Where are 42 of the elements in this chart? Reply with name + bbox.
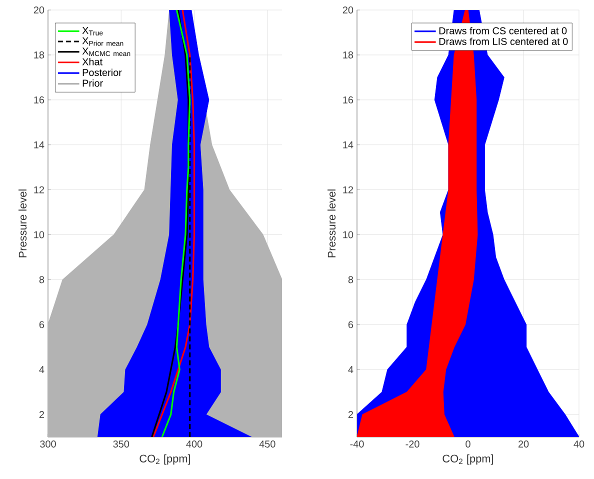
y-axis-title: Pressure level xyxy=(18,190,27,258)
y-tick-label: 10 xyxy=(34,231,44,238)
y-tick-label: 6 xyxy=(348,321,354,328)
y-tick-label: 4 xyxy=(39,366,44,374)
legend-label: $\mathrm{X}_{\mathrm{True}}$ xyxy=(82,26,103,36)
x-tick-label: -20 xyxy=(406,440,420,448)
line-series xyxy=(161,10,191,437)
legend-label: $\mathrm{X}_{\mathrm{Prior\ mean}}$ xyxy=(82,37,124,46)
legend-label: Xhat xyxy=(82,58,102,66)
legend-label: Posterior xyxy=(82,68,122,76)
legend-label: $\mathrm{X}_{\mathrm{MCMC\ mean}}$ xyxy=(82,48,130,56)
y-tick-label: 16 xyxy=(343,96,354,104)
y-tick-label: 14 xyxy=(34,141,44,148)
y-tick-label: 4 xyxy=(348,366,354,374)
y-tick-label: 12 xyxy=(343,186,353,194)
x-tick-label: -40 xyxy=(350,440,364,448)
legend-label: Draws from CS centered at 0 xyxy=(439,26,567,34)
y-tick-label: 2 xyxy=(39,411,44,418)
x-tick-label: 300 xyxy=(40,440,56,448)
y-axis-title: Pressure level xyxy=(328,190,336,258)
x-tick-label: 20 xyxy=(518,440,529,448)
x-tick-label: 0 xyxy=(466,440,470,448)
y-tick-label: 18 xyxy=(343,51,354,58)
y-tick-label: 8 xyxy=(39,276,44,284)
y-tick-label: 20 xyxy=(34,6,44,14)
x-tick-label: 450 xyxy=(259,440,276,448)
x-tick-label: 400 xyxy=(186,440,202,448)
legend-label: Draws from LIS centered at 0 xyxy=(439,38,568,46)
x-tick-label: 350 xyxy=(113,440,130,448)
y-tick-label: 2 xyxy=(348,411,353,418)
y-tick-label: 8 xyxy=(348,276,354,284)
y-tick-label: 10 xyxy=(343,231,354,238)
y-tick-label: 6 xyxy=(39,321,44,328)
y-tick-label: 20 xyxy=(342,6,354,14)
legend-label: Prior xyxy=(82,79,103,87)
y-tick-label: 18 xyxy=(34,51,44,58)
x-axis-title: CO$_{2}$ [ppm] xyxy=(140,454,190,465)
x-tick-label: 40 xyxy=(574,440,584,448)
y-tick-label: 16 xyxy=(34,96,44,104)
y-tick-label: 12 xyxy=(34,186,44,194)
x-axis-title: CO$_{2}$ [ppm] xyxy=(442,454,494,465)
y-tick-label: 14 xyxy=(343,141,354,148)
